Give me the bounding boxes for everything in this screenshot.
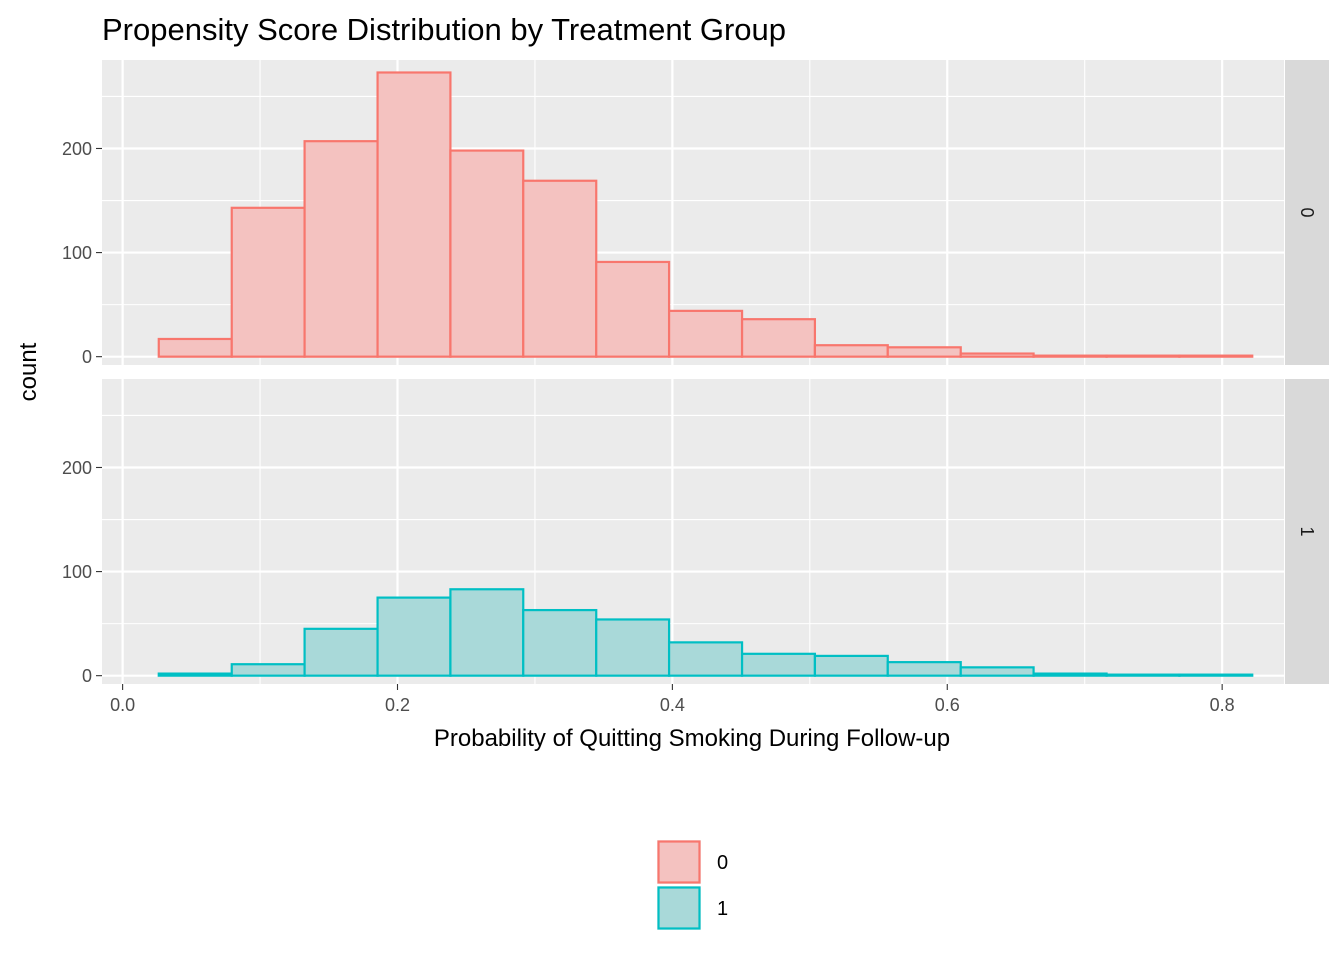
legend: 01 [657,840,728,930]
histogram-bar-1-6 [595,618,671,677]
y-tick-label: 0 [82,666,92,686]
facet-strip [1285,60,1329,365]
histogram-bar-1-1 [230,663,306,677]
histogram-bar-1-8 [740,652,817,677]
legend-key-0 [657,840,701,884]
histogram-bar-0-12 [1032,354,1108,358]
chart-title: Propensity Score Distribution by Treatme… [102,12,786,47]
histogram-bar-0-3 [376,71,452,358]
histogram-bar-0-0 [157,337,233,358]
facet-panel-0: 0 100 200 0 [62,60,1329,367]
histogram-bar-0-8 [740,318,817,358]
facet-strip-label: 1 [1297,526,1317,536]
histogram-bar-0-2 [303,140,379,358]
x-tick-label: 0.6 [935,695,960,715]
histogram-bar-1-10 [886,661,962,677]
histogram-bar-1-0 [157,672,233,677]
histogram-bar-1-2 [303,627,379,677]
facet-panel-1: 0 100 200 1 0.0 0.2 0.4 0.6 0.8 [62,379,1329,715]
legend-label-0: 0 [717,852,728,874]
x-tick-label: 0.2 [385,695,410,715]
x-tick-label: 0.4 [660,695,685,715]
histogram-bar-1-12 [1032,672,1108,677]
y-axis-title: count [15,342,42,401]
histogram-bar-1-3 [376,596,452,677]
facet-panels: 0 100 200 0 0 100 200 1 0.0 0.2 0.4 0.6 0.8 [62,60,1329,715]
panel-background [102,379,1284,684]
x-tick-label: 0.0 [110,695,135,715]
legend-key-1 [657,886,701,930]
histogram-bar-1-7 [667,641,744,677]
histogram-bar-0-14 [1178,354,1254,358]
facet-strip [1285,379,1329,684]
histogram-bar-0-10 [886,346,962,358]
histogram-bar-1-11 [959,666,1035,677]
y-tick-label: 100 [62,562,92,582]
y-tick-label: 200 [62,139,92,159]
histogram-bar-1-9 [813,654,889,677]
facet-strip-label: 0 [1297,207,1317,217]
histogram-bar-0-13 [1105,354,1181,358]
histogram-bar-0-5 [522,179,598,358]
histogram-bar-0-11 [959,352,1035,358]
x-axis-title: Probability of Quitting Smoking During F… [434,725,950,752]
histogram-bar-1-14 [1178,673,1254,677]
y-tick-label: 200 [62,458,92,478]
histogram-bar-0-9 [813,344,889,358]
histogram-bar-0-4 [449,149,525,358]
histogram-bar-1-4 [449,588,525,677]
x-tick-label: 0.8 [1210,695,1235,715]
legend-label-1: 1 [717,898,728,920]
histogram-bar-0-6 [595,260,671,358]
histogram-bar-0-1 [230,206,306,358]
histogram-bar-1-5 [522,608,598,677]
histogram-bar-0-7 [667,309,744,358]
histogram-bar-1-13 [1105,673,1181,677]
y-tick-label: 100 [62,243,92,263]
y-tick-label: 0 [82,347,92,367]
